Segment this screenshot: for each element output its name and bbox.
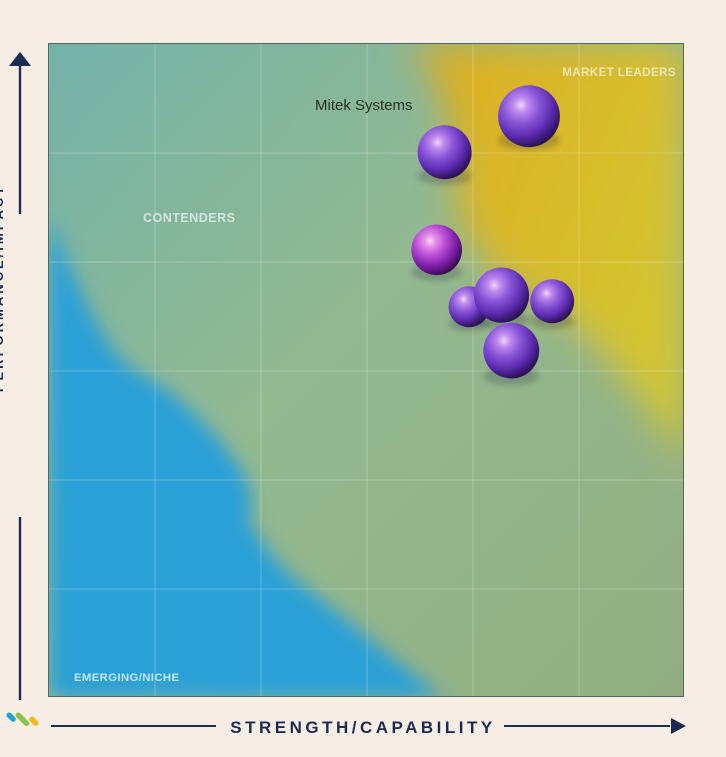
- svg-text:STRENGTH/CAPABILITY: STRENGTH/CAPABILITY: [230, 718, 495, 737]
- svg-text:CONTENDERS: CONTENDERS: [143, 211, 236, 225]
- svg-text:Mitek Systems: Mitek Systems: [315, 97, 413, 114]
- svg-text:EMERGING/NICHE: EMERGING/NICHE: [74, 672, 179, 684]
- svg-text:MARKET LEADERS: MARKET LEADERS: [562, 66, 676, 79]
